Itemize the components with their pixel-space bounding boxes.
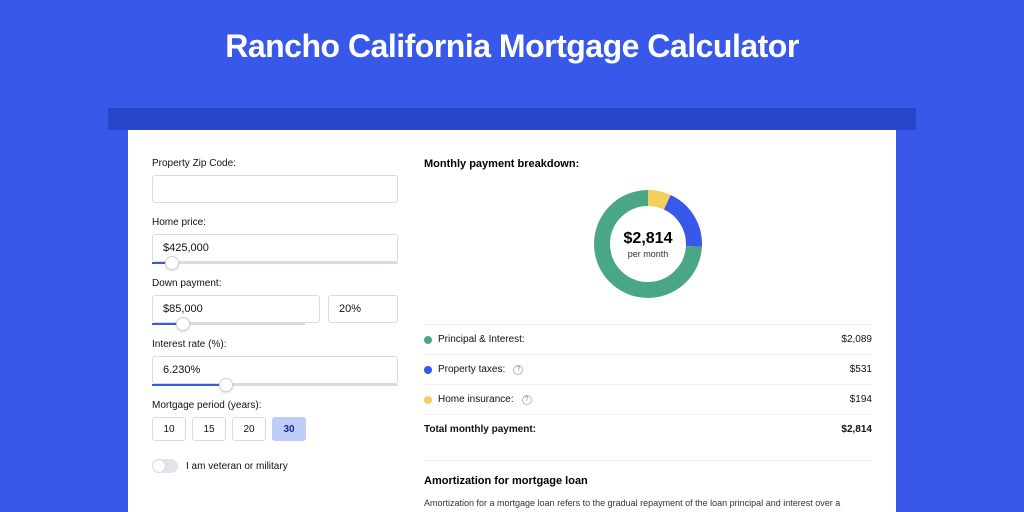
interest-rate-slider-thumb[interactable] [219, 378, 233, 392]
down-payment-percent-input[interactable] [328, 295, 398, 323]
amortization-section: Amortization for mortgage loan Amortizat… [424, 460, 872, 512]
legend-label: Principal & Interest: [438, 334, 525, 345]
period-button-30[interactable]: 30 [272, 417, 306, 441]
down-payment-slider-thumb[interactable] [176, 317, 190, 331]
info-icon[interactable]: ? [522, 395, 532, 405]
zip-label: Property Zip Code: [152, 158, 398, 169]
breakdown-column: Monthly payment breakdown: $2,814 per mo… [408, 130, 896, 512]
legend-row: Principal & Interest: $2,089 [424, 324, 872, 354]
legend-label: Home insurance: [438, 394, 514, 405]
info-icon[interactable]: ? [513, 365, 523, 375]
amortization-title: Amortization for mortgage loan [424, 475, 872, 487]
interest-rate-slider[interactable] [152, 384, 398, 386]
down-payment-label: Down payment: [152, 278, 398, 289]
period-buttons: 10152030 [152, 417, 398, 441]
legend-label: Property taxes: [438, 364, 505, 375]
breakdown-title: Monthly payment breakdown: [424, 158, 872, 170]
legend-value: $2,089 [841, 334, 872, 345]
home-price-slider-thumb[interactable] [165, 256, 179, 270]
period-field-group: Mortgage period (years): 10152030 [152, 400, 398, 441]
inputs-column: Property Zip Code: Home price: Down paym… [128, 130, 408, 512]
period-button-10[interactable]: 10 [152, 417, 186, 441]
donut-sub: per month [628, 249, 669, 259]
legend-dot [424, 396, 432, 404]
calculator-card: Property Zip Code: Home price: Down paym… [128, 130, 896, 512]
legend-dot [424, 336, 432, 344]
veteran-toggle-knob [153, 460, 165, 472]
legend-row: Property taxes:? $531 [424, 354, 872, 384]
period-label: Mortgage period (years): [152, 400, 398, 411]
donut-chart: $2,814 per month [586, 182, 710, 306]
interest-rate-label: Interest rate (%): [152, 339, 398, 350]
legend-dot [424, 366, 432, 374]
legend-value: $531 [850, 364, 872, 375]
home-price-field-group: Home price: [152, 217, 398, 264]
donut-amount: $2,814 [624, 230, 673, 248]
total-value: $2,814 [841, 424, 872, 435]
home-price-label: Home price: [152, 217, 398, 228]
page-title: Rancho California Mortgage Calculator [0, 0, 1024, 65]
legend-value: $194 [850, 394, 872, 405]
donut-center: $2,814 per month [586, 182, 710, 306]
header-banner [108, 108, 916, 130]
home-price-input[interactable] [152, 234, 398, 262]
amortization-text: Amortization for a mortgage loan refers … [424, 497, 872, 512]
period-button-15[interactable]: 15 [192, 417, 226, 441]
zip-field-group: Property Zip Code: [152, 158, 398, 203]
veteran-toggle[interactable] [152, 459, 178, 473]
home-price-slider[interactable] [152, 262, 398, 264]
period-button-20[interactable]: 20 [232, 417, 266, 441]
interest-rate-slider-fill [152, 384, 226, 386]
legend-row: Home insurance:? $194 [424, 384, 872, 414]
interest-rate-input[interactable] [152, 356, 398, 384]
down-payment-field-group: Down payment: [152, 278, 398, 325]
total-row: Total monthly payment: $2,814 [424, 414, 872, 444]
donut-wrap: $2,814 per month [424, 182, 872, 306]
veteran-label: I am veteran or military [186, 461, 288, 472]
interest-rate-field-group: Interest rate (%): [152, 339, 398, 386]
veteran-toggle-row: I am veteran or military [152, 459, 398, 473]
total-label: Total monthly payment: [424, 424, 536, 435]
down-payment-slider[interactable] [152, 323, 305, 325]
zip-input[interactable] [152, 175, 398, 203]
